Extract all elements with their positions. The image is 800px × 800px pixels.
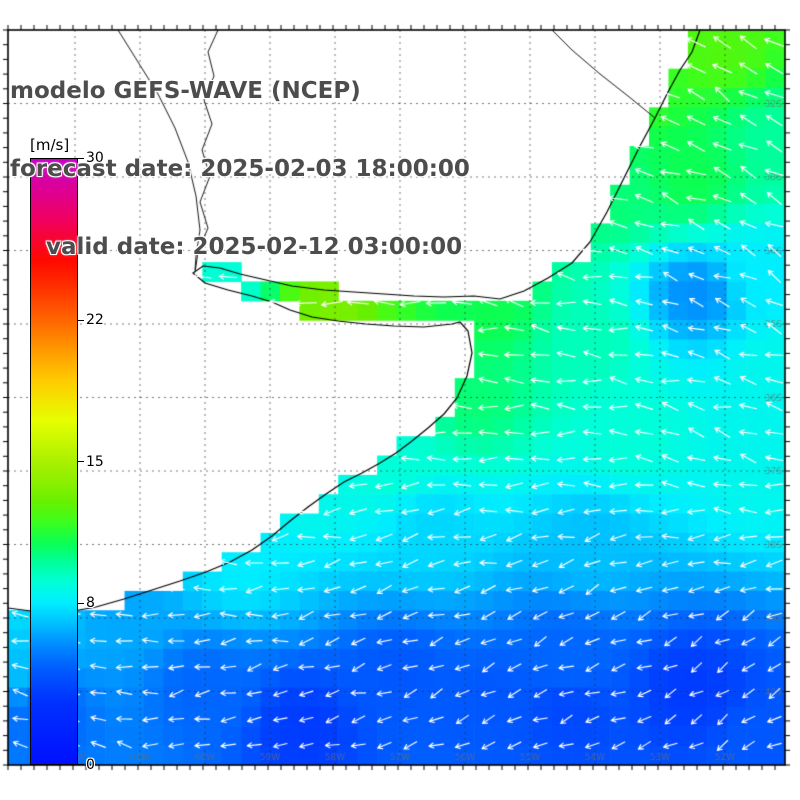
colorbar-tick: [78, 461, 84, 462]
colorbar-tick-label: 8: [86, 595, 95, 611]
colorbar-tick-label: 0: [86, 757, 95, 773]
valid-date: valid date: 2025-02-12 03:00:00: [46, 234, 463, 260]
model-title: modelo GEFS-WAVE (NCEP): [10, 78, 361, 104]
colorbar-tick: [78, 158, 84, 159]
colorbar-tick: [78, 764, 84, 765]
colorbar-tick-label: 15: [86, 454, 104, 470]
colorbar-gradient: [30, 158, 78, 765]
colorbar-tick-label: 30: [86, 150, 104, 166]
map-title-block: modelo GEFS-WAVE (NCEP) forecast date: 2…: [10, 26, 470, 312]
colorbar-tick: [78, 603, 84, 604]
colorbar-unit-label: [m/s]: [28, 136, 72, 154]
colorbar-tick-label: 22: [86, 312, 104, 328]
colorbar: [m/s] 30 22 15 8 0: [28, 136, 138, 786]
colorbar-tick: [78, 320, 84, 321]
forecast-date: forecast date: 2025-02-03 18:00:00: [10, 156, 470, 182]
